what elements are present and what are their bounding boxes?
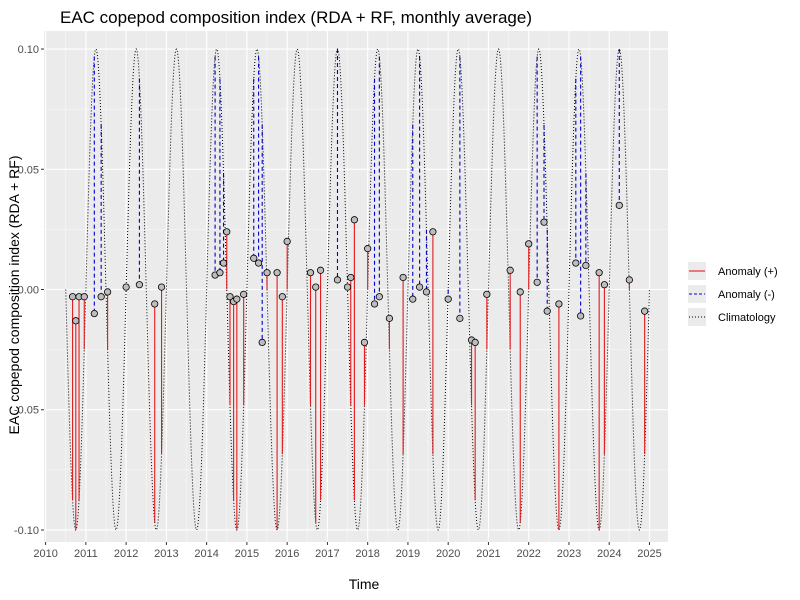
observation-point bbox=[444, 295, 452, 303]
observation-point bbox=[223, 228, 231, 236]
x-tick-label: 2018 bbox=[355, 548, 379, 560]
observation-point bbox=[422, 288, 431, 296]
observation-point bbox=[263, 269, 271, 277]
observation-point bbox=[525, 240, 533, 248]
legend-key-bg bbox=[688, 308, 706, 326]
observation-point bbox=[72, 317, 80, 325]
observation-point bbox=[360, 338, 369, 347]
observation-point bbox=[347, 273, 355, 282]
observation-point bbox=[312, 283, 320, 291]
x-tick-label: 2022 bbox=[516, 548, 540, 560]
y-tick-label: 0.00 bbox=[18, 285, 39, 297]
observation-point bbox=[104, 288, 112, 296]
observation-point bbox=[506, 266, 514, 274]
observation-point bbox=[258, 338, 266, 347]
y-tick-label: -0.05 bbox=[14, 405, 39, 417]
observation-point bbox=[577, 312, 585, 320]
x-tick-label: 2019 bbox=[396, 548, 420, 560]
observation-point bbox=[240, 290, 248, 298]
y-tick-label: 0.05 bbox=[18, 164, 39, 176]
x-tick-label: 2013 bbox=[154, 548, 178, 560]
observation-point bbox=[471, 338, 479, 347]
observation-point bbox=[595, 269, 603, 277]
axes: 0.10 0.05 0.00 -0.05 -0.10 2010 2011 2012 2013 20… bbox=[14, 44, 662, 560]
x-tick-label: 2012 bbox=[114, 548, 138, 560]
legend-label: Anomaly (-) bbox=[718, 289, 775, 301]
observation-point bbox=[572, 259, 580, 267]
observation-point bbox=[333, 276, 342, 284]
x-tick-label: 2024 bbox=[597, 548, 621, 560]
observation-point bbox=[250, 254, 258, 262]
observation-point bbox=[540, 218, 548, 226]
observation-point bbox=[278, 293, 286, 301]
observation-point bbox=[375, 293, 383, 301]
legend-label: Anomaly (+) bbox=[718, 266, 778, 278]
observation-point bbox=[582, 261, 590, 270]
observation-point bbox=[233, 295, 241, 303]
observation-point bbox=[456, 314, 464, 322]
x-tick-label: 2021 bbox=[476, 548, 500, 560]
observation-point bbox=[97, 293, 105, 301]
x-tick-label: 2010 bbox=[33, 548, 57, 560]
observation-point bbox=[516, 288, 524, 296]
observation-point bbox=[80, 293, 88, 301]
observation-point bbox=[68, 293, 77, 301]
observation-point bbox=[399, 273, 407, 282]
observation-point bbox=[555, 300, 563, 308]
observation-point bbox=[151, 300, 159, 308]
y-tick-label: 0.10 bbox=[18, 44, 39, 56]
x-tick-label: 2014 bbox=[194, 548, 218, 560]
observation-point bbox=[370, 300, 379, 308]
observation-point bbox=[90, 309, 98, 318]
observation-point bbox=[409, 295, 417, 303]
observation-point bbox=[625, 276, 633, 284]
observation-point bbox=[343, 283, 352, 291]
y-tick-label: -0.10 bbox=[14, 525, 39, 537]
legend: Anomaly (+) Anomaly (-) Climatology bbox=[688, 262, 778, 326]
observation-point bbox=[543, 307, 551, 315]
observation-point bbox=[216, 269, 224, 277]
plot-panel bbox=[44, 31, 668, 542]
anomaly-series bbox=[72, 49, 646, 530]
observation-point bbox=[306, 269, 315, 277]
legend-label: Climatology bbox=[718, 312, 776, 324]
observation-points bbox=[68, 201, 649, 347]
observation-point bbox=[283, 237, 291, 246]
observation-point bbox=[429, 228, 437, 236]
x-axis-title: Time bbox=[349, 576, 380, 592]
panel-background bbox=[44, 31, 668, 542]
observation-point bbox=[273, 269, 281, 277]
y-axis-title: EAC copepod composition index (RDA + RF) bbox=[6, 156, 22, 435]
x-tick-label: 2016 bbox=[275, 548, 299, 560]
observation-point bbox=[533, 278, 541, 286]
chart-title: EAC copepod composition index (RDA + RF,… bbox=[60, 8, 532, 27]
x-tick-label: 2015 bbox=[235, 548, 259, 560]
observation-point bbox=[122, 283, 130, 291]
observation-point bbox=[600, 281, 608, 289]
observation-point bbox=[364, 245, 372, 253]
observation-point bbox=[385, 314, 394, 322]
x-tick-label: 2023 bbox=[557, 548, 581, 560]
observation-point bbox=[416, 283, 424, 291]
x-tick-label: 2017 bbox=[315, 548, 339, 560]
observation-point bbox=[641, 307, 649, 315]
observation-point bbox=[226, 293, 234, 301]
observation-point bbox=[316, 266, 325, 274]
x-tick-label: 2020 bbox=[436, 548, 460, 560]
observation-point bbox=[615, 201, 623, 209]
observation-point bbox=[483, 290, 491, 298]
observation-point bbox=[135, 281, 144, 289]
observation-point bbox=[350, 216, 358, 224]
observation-point bbox=[254, 259, 263, 267]
observation-point bbox=[219, 259, 228, 267]
x-tick-label: 2025 bbox=[637, 548, 661, 560]
observation-point bbox=[157, 283, 166, 291]
x-tick-label: 2011 bbox=[74, 548, 98, 560]
